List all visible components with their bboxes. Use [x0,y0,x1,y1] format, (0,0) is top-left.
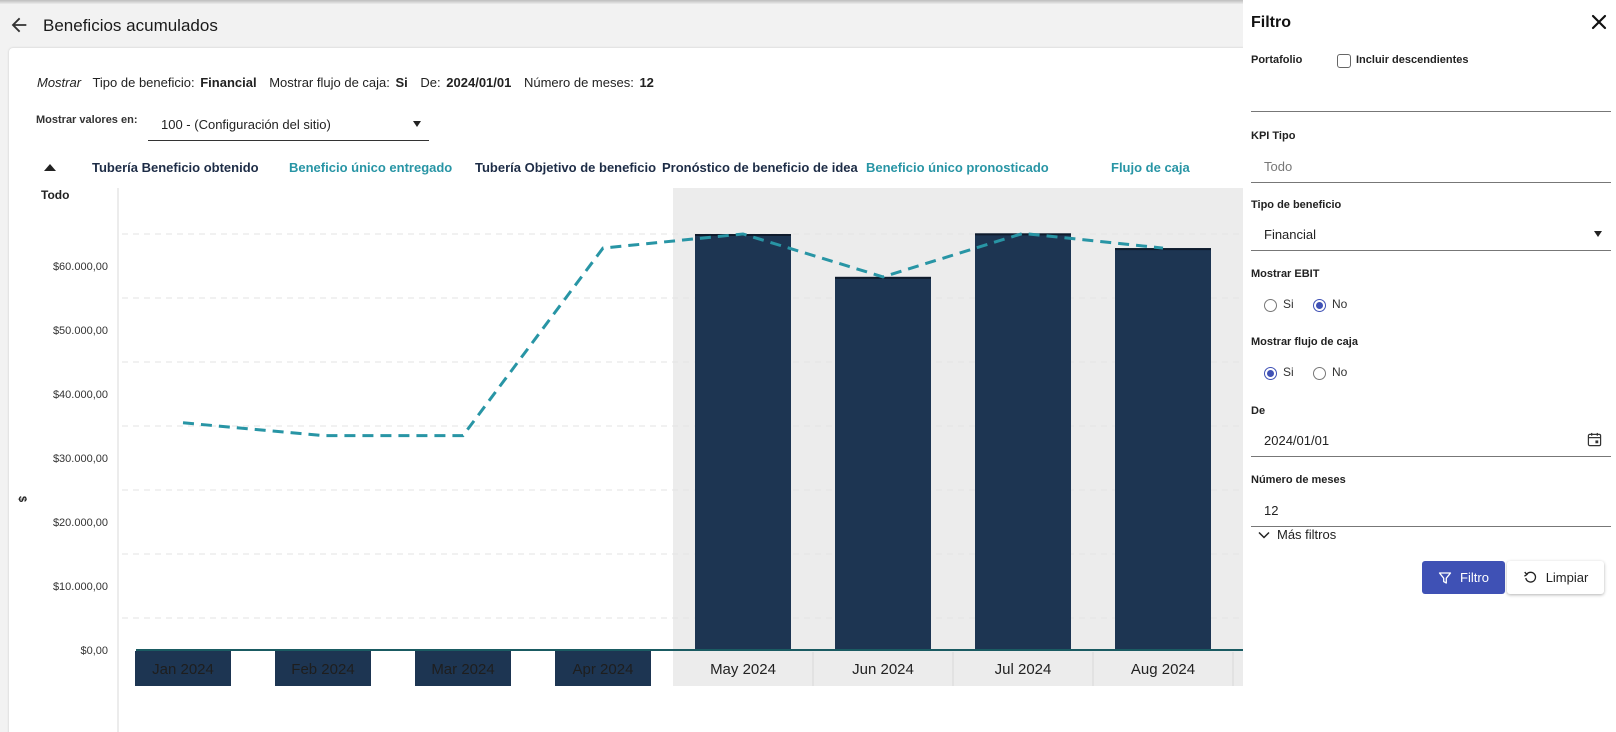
months-value: 12 [1264,503,1279,518]
benefit-type-value: Financial [1264,227,1317,242]
benefit-type-label: Tipo de beneficio [1251,199,1342,211]
close-icon[interactable] [1591,14,1607,30]
summary-flujo-value: Si [395,75,408,90]
kpi-type-field[interactable]: Todo [1251,149,1611,183]
filter-summary: Mostrar Tipo de beneficio: Financial Mos… [37,75,663,90]
y-tick-label: $60.000,00 [53,261,108,273]
portfolio-label: Portafolio [1251,54,1303,66]
apply-filter-button[interactable]: Filtro [1422,561,1505,594]
legend-item-unique-delivered[interactable]: Beneficio único entregado [289,160,453,175]
y-tick-label: $0,00 [80,645,108,657]
kpi-type-label: KPI Tipo [1251,130,1296,142]
cashflow-si-label: Si [1283,365,1294,379]
x-tick-label: Feb 2024 [291,661,354,678]
arrow-left-icon[interactable] [8,14,30,36]
x-category-cell [275,651,371,686]
summary-de-label: De: [420,75,441,90]
months-label: Número de meses [1251,474,1346,486]
y-tick-label: $20.000,00 [53,517,108,529]
x-category-cell [135,651,231,686]
legend-item-cash-flow[interactable]: Flujo de caja [1111,160,1190,175]
filter-panel: Filtro Portafolio Incluir descendientes … [1245,0,1616,732]
y-tick-label: $40.000,00 [53,389,108,401]
cashflow-no-label: No [1332,365,1348,379]
chevron-down-icon [1594,231,1602,237]
show-cashflow-label: Mostrar flujo de caja [1251,336,1358,348]
from-date-value: 2024/01/01 [1264,433,1330,448]
summary-flujo-label: Mostrar flujo de caja: [269,75,390,90]
bar [1115,248,1211,650]
reset-icon [1523,571,1536,583]
funnel-icon [1438,571,1452,584]
cashflow-si-radio[interactable] [1264,367,1277,380]
more-filters-label: Más filtros [1277,527,1337,542]
ebit-si-label: Si [1283,297,1294,311]
display-units-value: 100 - (Configuración del sitio) [161,117,331,132]
page-title: Beneficios acumulados [43,16,218,35]
collapse-legend-icon[interactable] [44,164,56,171]
x-category-cell [555,651,651,686]
ebit-no-radio[interactable] [1313,299,1326,312]
summary-tipo-label: Tipo de beneficio: [92,75,195,90]
ebit-no-label: No [1332,297,1348,311]
legend-item-pipeline-target[interactable]: Tubería Objetivo de beneficio [475,160,657,175]
legend-item-unique-forecast[interactable]: Beneficio único pronosticado [866,160,1049,175]
include-descendants-label: Incluir descendientes [1356,54,1469,66]
months-field[interactable]: 12 [1251,493,1611,527]
calendar-icon[interactable] [1587,432,1602,447]
display-units-label: Mostrar valores en: [36,114,138,126]
filter-title: Filtro [1251,14,1291,31]
x-tick-label: Jul 2024 [995,661,1052,678]
from-date-field[interactable]: 2024/01/01 [1251,423,1611,457]
y-tick-label: $50.000,00 [53,325,108,337]
page-header: Beneficios acumulados [0,4,1243,44]
bar [975,233,1071,651]
x-category-cell [415,651,511,686]
summary-meses-label: Número de meses: [523,75,634,90]
chevron-down-icon [413,121,421,127]
legend-item-idea-forecast[interactable]: Pronóstico de beneficio de idea [662,160,858,175]
x-tick-label: Jun 2024 [852,661,914,678]
benefit-type-select[interactable]: Financial [1251,217,1611,251]
more-filters-toggle[interactable]: Más filtros [1257,527,1336,542]
summary-prefix: Mostrar [37,75,82,90]
kpi-type-placeholder: Todo [1264,159,1293,174]
chevron-down-icon [1258,531,1270,539]
from-date-label: De [1251,405,1266,417]
portfolio-field[interactable] [1251,78,1611,112]
summary-meses-value: 12 [639,75,654,90]
bar [695,234,791,650]
x-tick-label: Apr 2024 [573,661,634,678]
show-ebit-label: Mostrar EBIT [1251,268,1320,280]
legend-item-pipeline-obtained[interactable]: Tubería Beneficio obtenido [92,160,259,175]
display-units-select[interactable]: 100 - (Configuración del sitio) [148,108,429,141]
ebit-si-radio[interactable] [1264,299,1277,312]
bar [835,276,931,650]
chart-scope-label: Todo [41,188,70,202]
x-tick-label: Aug 2024 [1131,661,1195,678]
clear-filter-button[interactable]: Limpiar [1507,561,1604,594]
clear-filter-label: Limpiar [1545,570,1589,585]
x-tick-label: May 2024 [710,661,776,678]
x-tick-label: Mar 2024 [431,661,494,678]
top-shadow [0,0,1243,4]
cashflow-no-radio[interactable] [1313,367,1326,380]
apply-filter-label: Filtro [1460,570,1489,585]
summary-de-value: 2024/01/01 [446,75,512,90]
summary-tipo-value: Financial [200,75,257,90]
x-tick-label: Jan 2024 [152,661,214,678]
include-descendants-checkbox[interactable] [1337,54,1351,68]
y-tick-label: $10.000,00 [53,581,108,593]
cash-flow-line [182,231,1164,438]
y-tick-label: $30.000,00 [53,453,108,465]
main-area: Beneficios acumulados Mostrar Tipo de be… [0,0,1243,732]
benefits-chart: $0,00 $10.000,00 $20.000,00 $30.000,00 $40.0… [53,188,1243,732]
